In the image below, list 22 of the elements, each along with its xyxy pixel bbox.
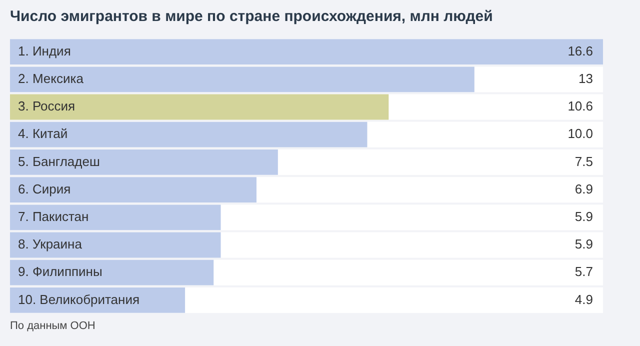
data-label: 7.5 <box>574 154 593 169</box>
y-tick-label: 7. Пакистан <box>18 208 89 224</box>
data-label: 13 <box>578 70 593 86</box>
data-label: 4.9 <box>574 292 593 307</box>
y-tick-label: 2. Мексика <box>18 70 84 86</box>
text: По данным ООН <box>10 320 96 332</box>
y-tick-label: 3. Россия <box>18 98 76 114</box>
data-label: 16.6 <box>568 43 593 58</box>
y-tick-label: 9. Филиппины <box>18 264 102 280</box>
y-tick-label: 8. Украина <box>18 236 83 252</box>
y-tick-label: 1. Индия <box>18 43 71 58</box>
y-tick-label: 4. Китай <box>18 126 68 142</box>
y-tick-label: 5. Бангладеш <box>18 154 100 169</box>
data-label: 10.0 <box>568 126 593 142</box>
data-label: 5.9 <box>574 236 593 252</box>
data-label: 5.7 <box>574 264 593 280</box>
data-label: 10.6 <box>568 98 593 114</box>
y-tick-label: 10. Великобритания <box>18 292 140 307</box>
chart-title: Число эмигрантов в мире по стране происхождения, млн людей <box>10 8 493 26</box>
y-tick-label: 6. Сирия <box>18 181 71 196</box>
data-label: 5.9 <box>574 208 593 224</box>
data-label: 6.9 <box>574 181 593 196</box>
